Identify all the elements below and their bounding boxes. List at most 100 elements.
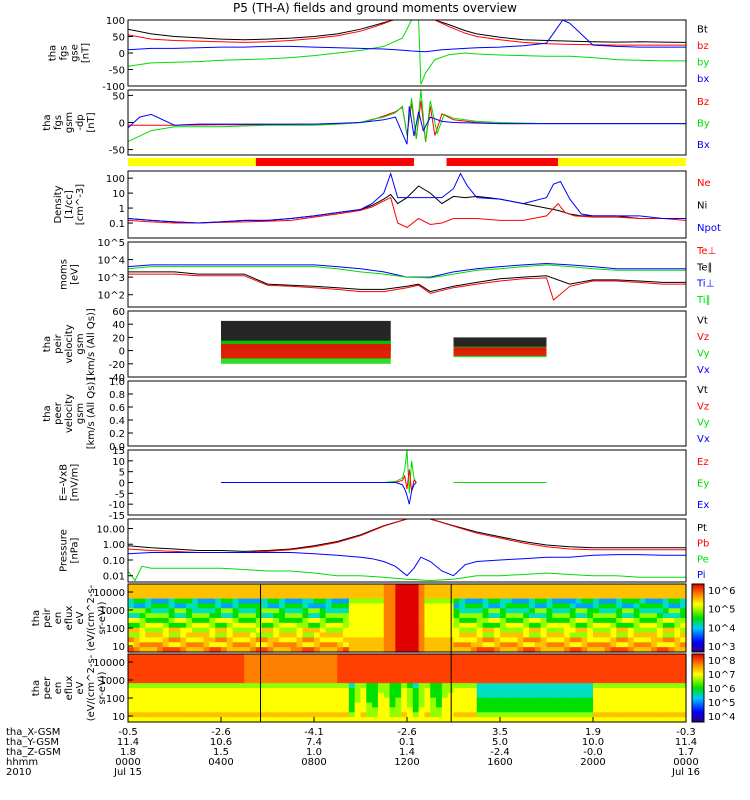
spec-cell: [651, 688, 658, 694]
spec-cell: [680, 654, 687, 660]
spec-cell: [470, 717, 478, 723]
spec-cell: [128, 642, 135, 648]
spec-cell: [482, 593, 489, 600]
spec-cell: [168, 668, 176, 675]
spec-cell: [616, 678, 623, 684]
spec-cell: [337, 647, 344, 653]
spec-cell: [226, 603, 234, 609]
spec-cell: [668, 712, 675, 718]
spec-cell: [348, 603, 356, 609]
spec-cell: [267, 608, 274, 614]
spec-cell: [319, 598, 327, 605]
spec-cell: [377, 673, 385, 679]
spec-cell: [331, 688, 338, 694]
spec-cell: [197, 712, 205, 718]
spec-cell: [633, 697, 641, 704]
spec-cell: [209, 622, 216, 629]
spec-cell: [319, 658, 327, 665]
spec-cell: [325, 688, 333, 694]
spec-cell: [383, 608, 391, 614]
spec-cell: [267, 598, 274, 605]
spec-cell: [255, 622, 263, 629]
panel-peer_spec: tha peer en eflux eV (eV/(cm^2-s-sr-eV)): [31, 653, 705, 723]
spec-cell: [139, 702, 147, 709]
spec-cell: [680, 618, 687, 624]
spec-cell: [581, 593, 588, 600]
spec-cell: [436, 647, 443, 653]
spec-cell: [191, 683, 199, 689]
spec-cell: [348, 717, 356, 723]
spec-cell: [244, 688, 251, 694]
spec-cell: [383, 658, 391, 665]
spec-cell: [162, 642, 170, 648]
spec-cell: [255, 584, 263, 590]
ylabel-line: tha: [48, 45, 59, 61]
spec-cell: [593, 692, 600, 699]
spec-cell: [482, 702, 489, 709]
spec-cell: [284, 618, 292, 624]
spec-cell: [151, 588, 158, 595]
spec-cell: [668, 697, 675, 704]
spec-cell: [157, 618, 164, 624]
ytick-label: -5: [115, 489, 125, 500]
spec-cell: [459, 627, 466, 634]
legend-by: by: [697, 57, 709, 68]
spec-cell: [424, 683, 431, 689]
spec-cell: [639, 692, 646, 699]
spec-cell: [505, 618, 513, 624]
spec-cell: [511, 668, 519, 675]
spec-cell: [517, 622, 524, 629]
spec-cell: [482, 663, 489, 670]
spec-cell: [139, 683, 147, 689]
spec-cell: [622, 622, 629, 629]
ytick-label: 100: [106, 174, 125, 185]
spec-cell: [407, 637, 414, 643]
spec-cell: [598, 584, 606, 590]
spec-cell: [343, 608, 350, 614]
spec-cell: [168, 678, 176, 684]
spec-cell: [377, 637, 385, 643]
spec-cell: [645, 598, 652, 605]
spec-cell: [517, 707, 524, 713]
spec-cell: [325, 632, 333, 639]
spec-cell: [639, 688, 646, 694]
series-Ex: [221, 482, 417, 505]
spec-cell: [569, 584, 577, 590]
spec-cell: [221, 618, 228, 624]
spec-cell: [488, 707, 495, 713]
spec-cell: [488, 673, 495, 679]
spec-cell: [482, 673, 489, 679]
spec-cell: [412, 702, 420, 709]
spec-cell: [494, 654, 501, 660]
spec-cell: [529, 618, 536, 624]
spec-cell: [540, 608, 548, 614]
spec-cell: [598, 588, 606, 595]
spec-cell: [174, 668, 181, 675]
spec-cell: [604, 584, 612, 590]
spec-cell: [534, 627, 542, 634]
spec-cell: [569, 717, 577, 723]
ephem-value: -0.5: [118, 727, 138, 738]
spec-cell: [377, 642, 385, 648]
spec-cell: [552, 663, 559, 670]
spec-cell: [593, 668, 600, 675]
spec-cell: [302, 668, 309, 675]
spec-cell: [470, 622, 478, 629]
spec-cell: [395, 584, 402, 590]
spec-cell: [523, 654, 530, 660]
spec-cell: [534, 683, 542, 689]
spec-cell: [430, 613, 437, 619]
ephem-value: 1.5: [213, 747, 229, 758]
spec-cell: [500, 668, 507, 675]
ephem-value: 0400: [208, 757, 233, 768]
spec-cell: [162, 618, 170, 624]
spec-cell: [656, 678, 664, 684]
spec-cell: [279, 613, 286, 619]
spec-cell: [203, 697, 210, 704]
spec-cell: [418, 588, 426, 595]
spec-cell: [389, 712, 396, 718]
spec-cell: [680, 692, 687, 699]
spec-cell: [221, 608, 228, 614]
spec-cell: [226, 692, 234, 699]
spec-cell: [569, 632, 577, 639]
